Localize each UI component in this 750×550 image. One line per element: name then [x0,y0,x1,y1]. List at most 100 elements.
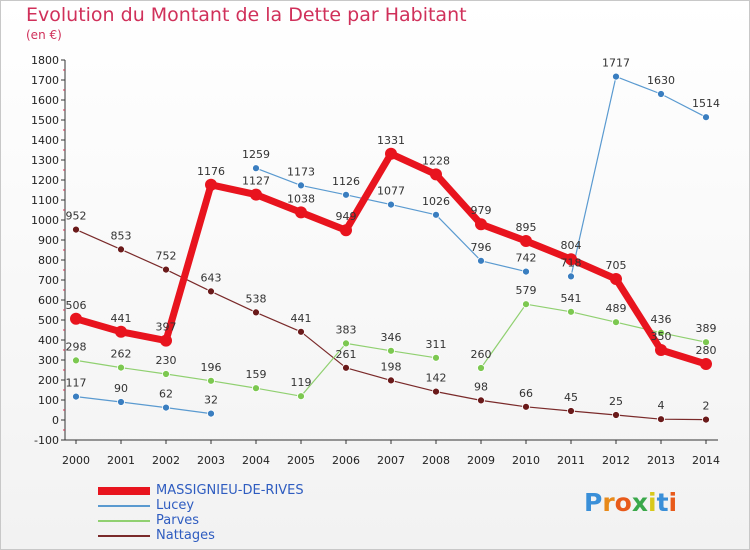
data-point [702,338,710,347]
data-label: 752 [156,250,177,263]
y-tick-label: 900 [38,234,59,247]
data-point [432,387,440,396]
series-line [75,396,212,415]
data-label: 45 [564,391,578,404]
y-tick-label: 800 [38,254,59,267]
data-point [252,164,260,173]
data-point [250,188,262,201]
data-label: 383 [336,323,357,336]
data-label: 4 [658,399,665,412]
x-tick-label: 2008 [422,454,450,467]
y-tick-label: 400 [38,334,59,347]
y-tick-label: 700 [38,274,59,287]
logo-letter: o [614,488,632,517]
y-tick-label: 300 [38,354,59,367]
data-label: 62 [159,388,173,401]
data-point [252,308,260,317]
data-point [432,353,440,362]
data-point [387,200,395,209]
data-label: 1127 [242,175,270,188]
data-point [567,307,575,316]
series-line [480,303,707,369]
x-tick-label: 2005 [287,454,315,467]
data-label: 952 [66,210,87,223]
data-label: 804 [561,239,582,252]
data-point [612,411,620,419]
y-tick-label: 1500 [31,114,59,127]
data-point [160,334,172,347]
data-point [340,224,352,237]
x-tick-label: 2011 [557,454,585,467]
data-point [657,415,665,424]
logo-letter: P [584,488,603,517]
data-point [657,90,665,98]
x-tick-label: 2007 [377,454,405,467]
data-point [72,356,80,365]
y-tick-label: 1200 [31,174,59,187]
logo-letter: x [631,488,648,517]
data-label: 389 [696,322,717,335]
data-point [475,218,487,231]
data-label: 705 [606,259,627,272]
y-tick-label: 1800 [31,54,59,67]
data-point [115,325,127,338]
data-point [342,339,350,348]
data-label: 196 [201,361,222,374]
data-point [567,407,575,415]
y-tick-label: 1400 [31,134,59,147]
data-label: 441 [111,312,132,325]
data-point [207,287,215,296]
data-point [72,392,80,401]
data-label: 538 [246,292,267,305]
legend-label: MASSIGNIEU-DE-RIVES [156,483,304,498]
data-label: 397 [156,321,177,334]
x-tick-label: 2012 [602,454,630,467]
data-label: 796 [471,241,492,254]
x-tick-label: 2000 [62,454,90,467]
data-label: 853 [111,229,132,242]
data-label: 436 [651,313,672,326]
unit-label: (en €) [26,28,62,42]
legend-label: Nattages [156,528,215,543]
data-point [297,392,305,401]
legend-swatch [98,487,150,495]
data-point [342,190,350,199]
data-label: 541 [561,292,582,305]
legend-label: Lucey [156,498,195,513]
data-point [655,344,667,356]
data-label: 506 [66,299,87,312]
data-label: 1038 [287,192,315,205]
chart-title: Evolution du Montant de la Dette par Hab… [26,4,467,26]
data-label: 119 [291,376,312,389]
data-label: 260 [471,348,492,361]
y-tick-label: -100 [34,434,59,447]
x-tick-label: 2006 [332,454,360,467]
y-tick-label: 100 [38,394,59,407]
data-label: 261 [336,348,357,361]
data-label: 66 [519,387,533,400]
data-point [477,256,485,265]
data-label: 895 [516,221,537,234]
y-tick-label: 500 [38,314,59,327]
data-point [117,245,125,254]
data-point [700,358,712,370]
data-point [252,384,260,393]
data-label: 98 [474,380,488,393]
data-point [162,370,170,378]
y-tick-label: 1600 [31,94,59,107]
data-point [567,272,575,281]
y-tick-label: 1300 [31,154,59,167]
data-point [432,210,440,219]
y-tick-label: 1100 [31,194,59,207]
data-label: 1077 [377,185,405,198]
logo-letter: t [656,488,669,517]
data-point [70,312,82,325]
data-point [520,235,532,247]
data-label: 949 [336,210,357,223]
data-point [612,318,620,327]
data-label: 298 [66,340,87,353]
data-point [522,300,530,309]
data-label: 979 [471,204,492,217]
data-point [610,273,622,285]
